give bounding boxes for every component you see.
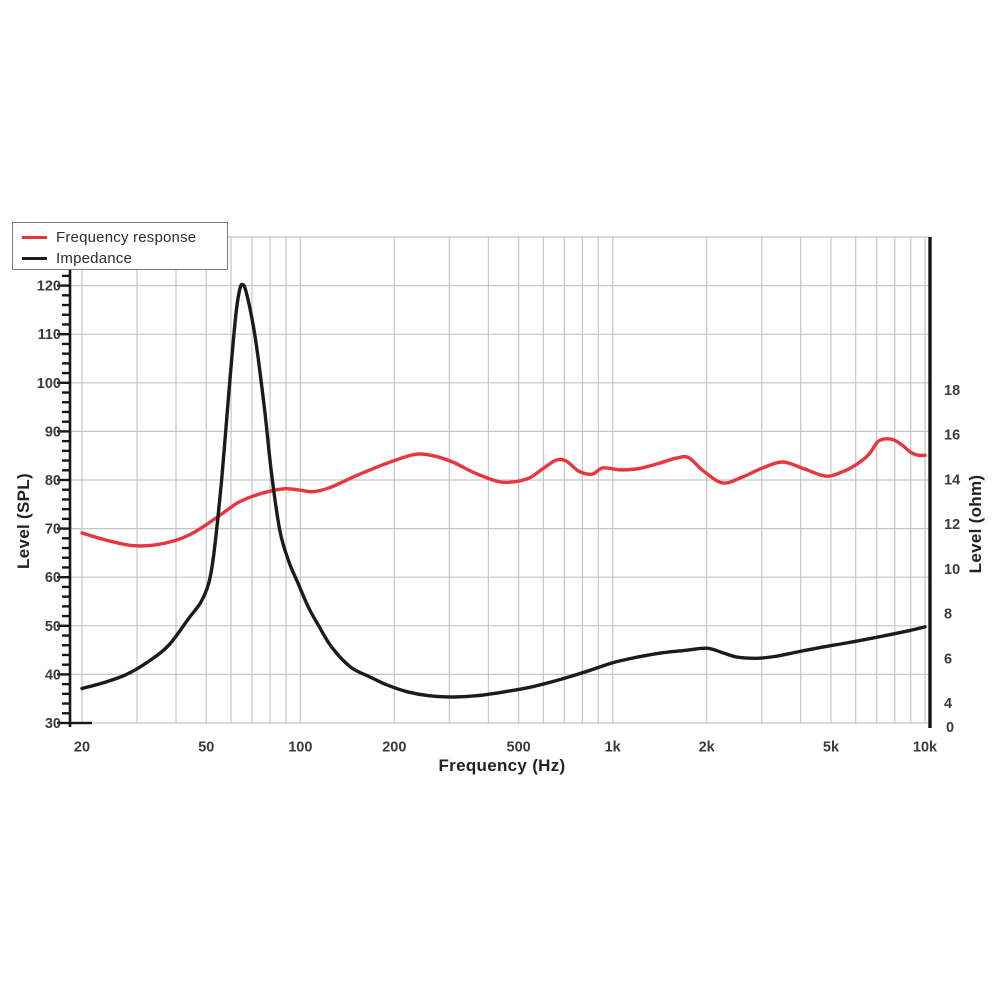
y-axis-right-line (928, 237, 932, 728)
legend-label-frequency-response: Frequency response (56, 229, 197, 246)
x-tick-label: 5k (823, 740, 840, 756)
y-axis-left-tick (62, 420, 70, 423)
x-axis-corner-stub (70, 721, 92, 725)
x-tick-label: 100 (288, 740, 312, 756)
y-axis-left-tick (62, 498, 70, 501)
frequency-response-curve (80, 437, 927, 548)
y-axis-left-tick (57, 430, 70, 433)
x-tick-label: 500 (507, 740, 531, 756)
y-axis-left-tick (62, 507, 70, 511)
y-axis-right-title: Level (ohm) (966, 474, 985, 574)
y-axis-left-tick (57, 478, 70, 482)
y-right-tick-label: 8 (944, 607, 952, 623)
legend-swatch-impedance (22, 257, 47, 260)
y-axis-left-tick (62, 566, 70, 569)
x-tick-label: 50 (198, 740, 214, 756)
y-axis-left-tick (57, 527, 70, 530)
x-tick-label: 20 (74, 740, 90, 756)
y-axis-left-tick (62, 294, 70, 297)
y-axis-left-tick (62, 352, 70, 355)
impedance-curve (80, 282, 927, 699)
legend-item-impedance: Impedance (22, 248, 227, 269)
y-axis-left-tick (57, 624, 70, 627)
y-left-tick-label: 120 (37, 279, 61, 295)
x-tick-label: 1k (605, 740, 622, 756)
y-axis-left-tick (62, 391, 70, 394)
legend: Frequency response Impedance (12, 222, 228, 270)
y-axis-left-tick (62, 614, 70, 618)
x-tick-label: 200 (382, 740, 406, 756)
y-axis-left-tick (62, 692, 70, 696)
y-axis-left-tick (62, 488, 70, 491)
y-axis-left-tick (62, 517, 70, 521)
y-axis-left-tick (62, 459, 70, 462)
y-right-tick-label: 12 (944, 517, 960, 533)
y-axis-left-tick (62, 546, 70, 550)
y-axis-left-tick (62, 712, 70, 715)
y-axis-left-line (68, 237, 72, 727)
y-axis-left-tick (62, 537, 70, 540)
y-left-tick-label: 100 (37, 376, 61, 392)
y-left-tick-label: 30 (45, 716, 61, 732)
x-tick-label: 2k (699, 740, 716, 756)
y-axis-left-tick (62, 410, 70, 414)
y-axis-left-tick (62, 595, 70, 598)
y-axis-left-tick (57, 721, 70, 725)
y-right-tick-label: 4 (944, 696, 952, 712)
y-axis-left-tick (62, 653, 70, 657)
y-axis-left-tick (57, 381, 70, 384)
y-axis-left-tick (57, 576, 70, 579)
y-left-tick-label: 90 (45, 424, 61, 440)
y-axis-left-tick (62, 634, 70, 637)
y-axis-left-tick (62, 585, 70, 589)
legend-label-impedance: Impedance (56, 250, 133, 267)
y-right-zero-label: 0 (946, 720, 954, 736)
y-right-tick-label: 14 (944, 472, 960, 488)
y-axis-left-tick (62, 342, 70, 346)
y-axis-left-tick (62, 401, 70, 404)
legend-swatch-frequency-response (22, 236, 47, 239)
y-left-tick-label: 40 (45, 667, 61, 683)
y-axis-left-tick (62, 663, 70, 666)
y-right-tick-label: 6 (944, 651, 952, 667)
y-right-tick-label: 16 (944, 428, 960, 444)
y-left-tick-label: 70 (45, 522, 61, 538)
y-axis-left-tick (62, 362, 70, 365)
y-axis-left-tick (62, 682, 70, 686)
legend-item-frequency-response: Frequency response (22, 227, 227, 248)
y-axis-left-tick (62, 371, 70, 375)
x-tick-label: 10k (913, 740, 938, 756)
y-axis-left-tick (62, 449, 70, 453)
y-axis-left-tick (62, 274, 70, 278)
y-axis-left-title: Level (SPL) (14, 473, 33, 569)
y-axis-left-tick (62, 644, 70, 647)
y-axis-left-tick (62, 556, 70, 559)
y-axis-left-tick (62, 313, 70, 316)
y-axis-left-tick (62, 303, 70, 307)
y-left-tick-label: 80 (45, 473, 61, 489)
y-axis-left-tick (57, 673, 70, 676)
y-axis-left-tick (62, 439, 70, 443)
y-axis-left-tick (57, 333, 70, 336)
y-left-tick-label: 110 (38, 327, 61, 343)
y-right-tick-label: 18 (944, 383, 960, 399)
y-left-tick-label: 50 (45, 619, 61, 635)
y-right-tick-label: 10 (944, 562, 960, 578)
x-axis-title: Frequency (Hz) (438, 756, 566, 775)
y-axis-left-tick (57, 284, 70, 287)
y-axis-left-tick (62, 605, 70, 608)
y-axis-left-tick (62, 469, 70, 472)
y-axis-left-tick (62, 323, 70, 326)
y-left-tick-label: 60 (45, 570, 61, 586)
y-axis-left-tick (62, 702, 70, 705)
